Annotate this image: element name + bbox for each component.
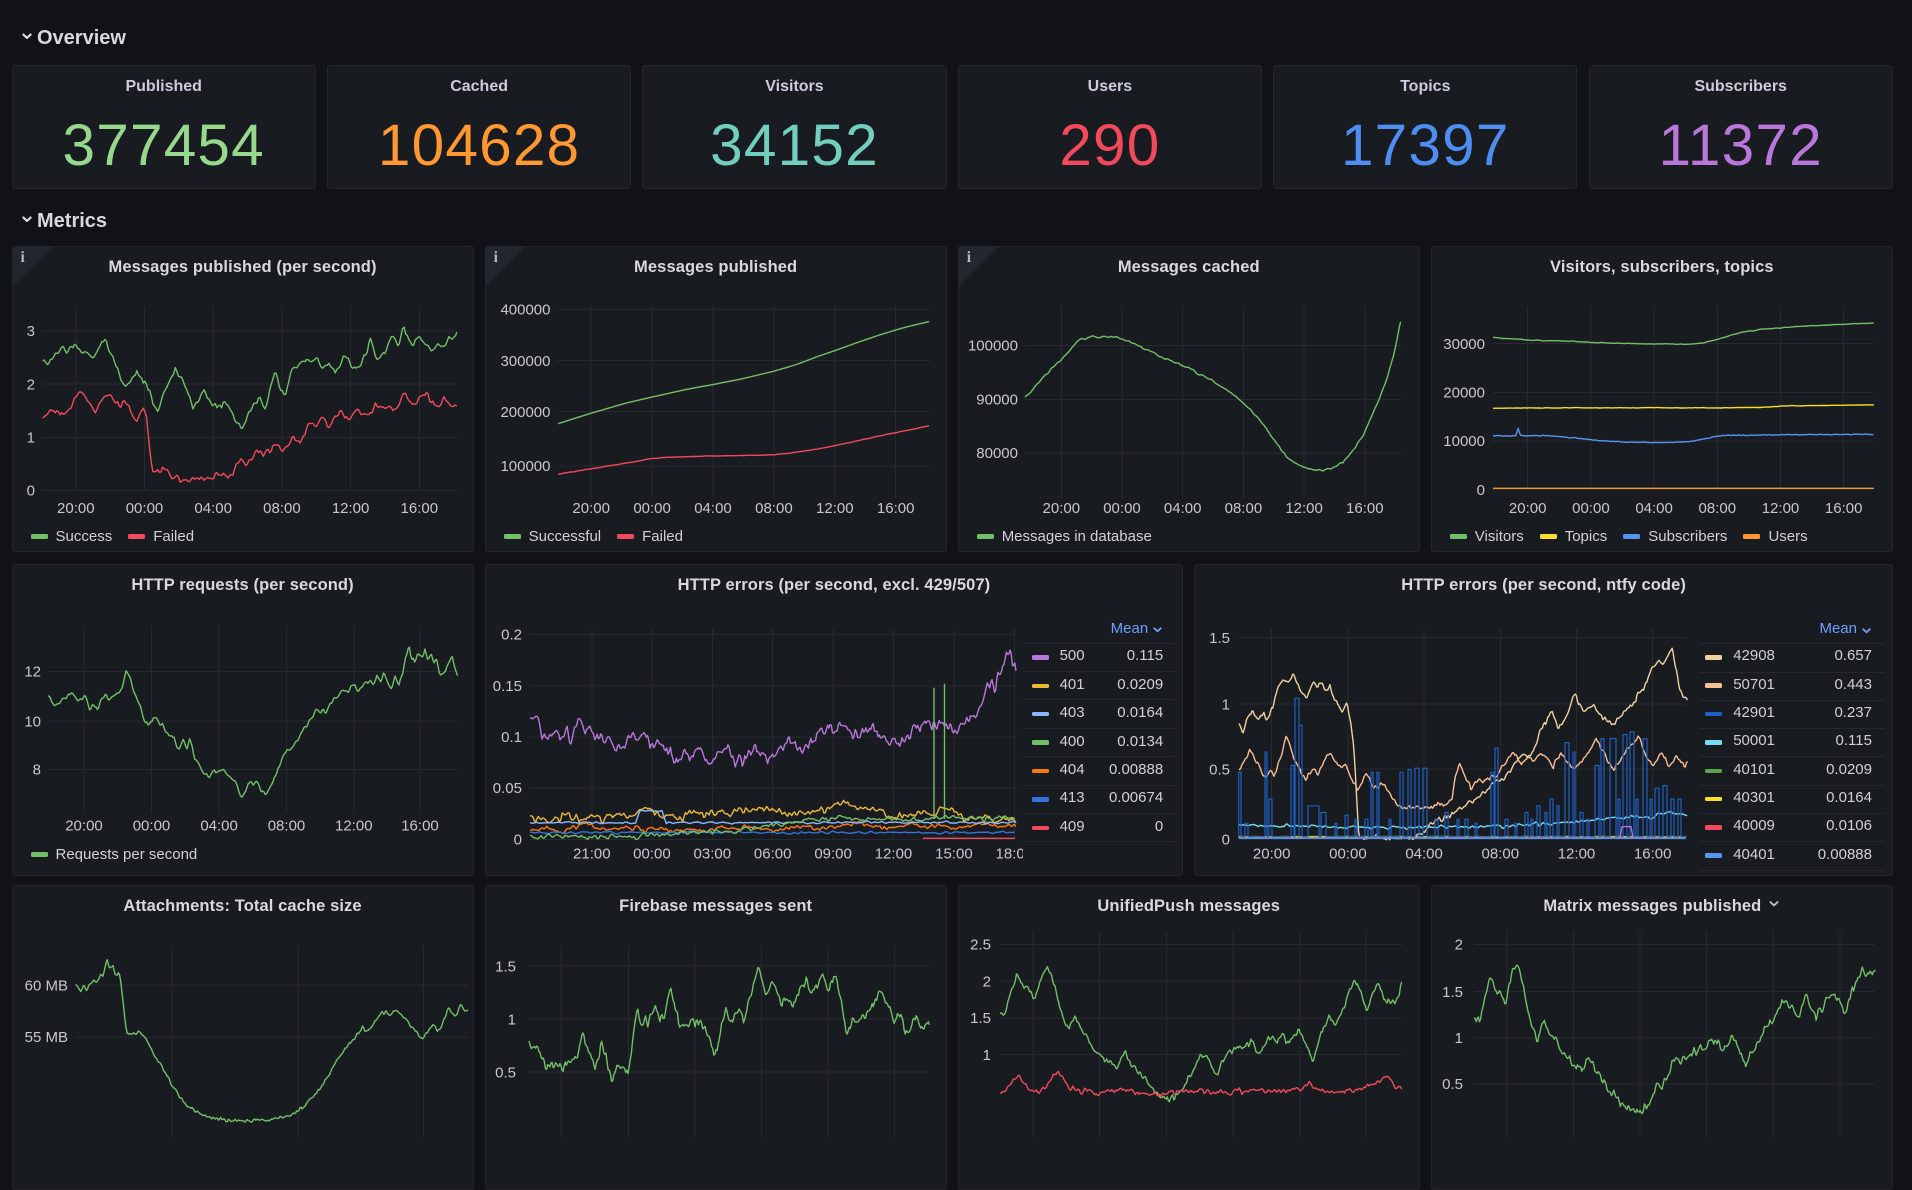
svg-text:00:00: 00:00 <box>633 845 671 862</box>
svg-text:0.2: 0.2 <box>501 626 522 643</box>
svg-text:1.5: 1.5 <box>1209 629 1230 646</box>
svg-text:04:00: 04:00 <box>200 817 238 834</box>
svg-text:10000: 10000 <box>1443 433 1485 450</box>
svg-text:1.5: 1.5 <box>1442 983 1463 1000</box>
svg-text:04:00: 04:00 <box>194 500 232 517</box>
svg-text:0: 0 <box>26 483 34 500</box>
svg-text:30000: 30000 <box>1443 336 1485 353</box>
svg-text:00:00: 00:00 <box>1572 500 1610 517</box>
svg-text:300000: 300000 <box>500 353 550 370</box>
svg-text:100000: 100000 <box>968 338 1018 355</box>
svg-text:0: 0 <box>1476 482 1484 499</box>
svg-text:1: 1 <box>26 430 34 447</box>
svg-text:0.15: 0.15 <box>492 678 521 695</box>
svg-text:20:00: 20:00 <box>65 817 103 834</box>
svg-text:0.1: 0.1 <box>501 729 522 746</box>
svg-text:12:00: 12:00 <box>335 817 373 834</box>
svg-text:20:00: 20:00 <box>57 500 95 517</box>
svg-text:12:00: 12:00 <box>331 500 369 517</box>
svg-text:12:00: 12:00 <box>1558 845 1596 862</box>
svg-text:08:00: 08:00 <box>1482 845 1520 862</box>
svg-text:08:00: 08:00 <box>1698 500 1736 517</box>
svg-text:0: 0 <box>1222 831 1230 848</box>
svg-text:1: 1 <box>507 1011 515 1028</box>
svg-text:60 MB: 60 MB <box>24 977 67 994</box>
svg-text:0.5: 0.5 <box>1442 1076 1463 1093</box>
svg-text:1: 1 <box>982 1046 990 1063</box>
svg-text:12:00: 12:00 <box>816 500 854 517</box>
svg-text:16:00: 16:00 <box>877 500 915 517</box>
svg-text:04:00: 04:00 <box>1406 845 1444 862</box>
svg-text:12:00: 12:00 <box>874 845 912 862</box>
svg-text:2: 2 <box>1454 936 1462 953</box>
svg-text:0: 0 <box>513 831 521 848</box>
svg-text:08:00: 08:00 <box>1224 500 1262 517</box>
svg-text:16:00: 16:00 <box>1346 500 1384 517</box>
svg-text:400000: 400000 <box>500 302 550 319</box>
svg-text:20:00: 20:00 <box>1509 500 1547 517</box>
svg-text:08:00: 08:00 <box>263 500 301 517</box>
svg-text:90000: 90000 <box>976 392 1018 409</box>
svg-text:20000: 20000 <box>1443 385 1485 402</box>
svg-text:20:00: 20:00 <box>1253 845 1291 862</box>
svg-text:15:00: 15:00 <box>935 845 973 862</box>
svg-text:00:00: 00:00 <box>633 500 671 517</box>
svg-text:8: 8 <box>32 761 40 778</box>
svg-text:1.5: 1.5 <box>495 958 516 975</box>
svg-text:03:00: 03:00 <box>693 845 731 862</box>
svg-text:200000: 200000 <box>500 404 550 421</box>
svg-text:80000: 80000 <box>976 445 1018 462</box>
svg-text:0.05: 0.05 <box>492 780 521 797</box>
svg-text:20:00: 20:00 <box>572 500 610 517</box>
svg-text:10: 10 <box>24 713 41 730</box>
svg-text:12: 12 <box>24 663 41 680</box>
svg-text:08:00: 08:00 <box>755 500 793 517</box>
svg-text:1.5: 1.5 <box>970 1010 991 1027</box>
svg-text:18:00: 18:00 <box>995 845 1022 862</box>
svg-text:00:00: 00:00 <box>1103 500 1141 517</box>
svg-text:55 MB: 55 MB <box>24 1029 67 1046</box>
svg-text:21:00: 21:00 <box>573 845 611 862</box>
svg-text:16:00: 16:00 <box>1634 845 1672 862</box>
svg-text:1: 1 <box>1222 696 1230 713</box>
svg-text:12:00: 12:00 <box>1762 500 1800 517</box>
svg-text:0.5: 0.5 <box>495 1064 516 1081</box>
svg-text:00:00: 00:00 <box>132 817 170 834</box>
svg-text:12:00: 12:00 <box>1285 500 1323 517</box>
svg-text:00:00: 00:00 <box>125 500 163 517</box>
svg-text:16:00: 16:00 <box>400 500 438 517</box>
svg-text:04:00: 04:00 <box>1635 500 1673 517</box>
svg-text:0.5: 0.5 <box>1209 761 1230 778</box>
svg-text:2.5: 2.5 <box>970 936 991 953</box>
svg-text:3: 3 <box>26 323 34 340</box>
svg-text:16:00: 16:00 <box>1825 500 1863 517</box>
svg-text:2: 2 <box>26 376 34 393</box>
svg-text:1: 1 <box>1454 1030 1462 1047</box>
svg-text:04:00: 04:00 <box>694 500 732 517</box>
svg-text:08:00: 08:00 <box>267 817 305 834</box>
svg-text:16:00: 16:00 <box>401 817 439 834</box>
svg-text:20:00: 20:00 <box>1042 500 1080 517</box>
svg-text:06:00: 06:00 <box>754 845 792 862</box>
svg-text:100000: 100000 <box>500 458 550 475</box>
svg-text:00:00: 00:00 <box>1329 845 1367 862</box>
svg-text:2: 2 <box>982 973 990 990</box>
svg-text:04:00: 04:00 <box>1164 500 1202 517</box>
svg-text:09:00: 09:00 <box>814 845 852 862</box>
